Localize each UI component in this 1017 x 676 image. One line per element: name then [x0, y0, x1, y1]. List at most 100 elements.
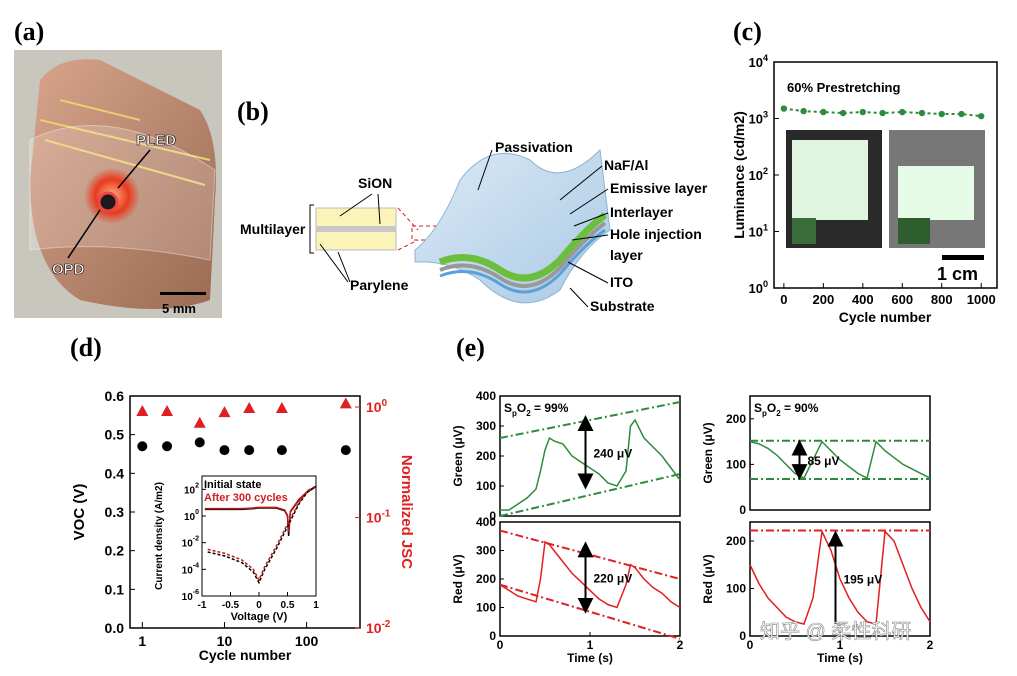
plot-c-point	[918, 109, 926, 117]
sion-pointer-2	[377, 193, 381, 225]
plot-e-signal	[749, 528, 931, 626]
inset-legend-initial: Initial state	[204, 479, 261, 491]
plot-e-amplitude-label: 85 μV	[808, 454, 840, 468]
multilayer-bracket	[309, 204, 314, 254]
plot-d-y2tick-label: 10-1	[366, 509, 391, 526]
watermark-text: 知乎 @ 柔性科研	[760, 620, 911, 643]
plot-d-y2tick-label: 100	[366, 398, 388, 415]
inset-xtick-label: -0.5	[222, 600, 240, 611]
plot-e-xlabel: Time (s)	[817, 651, 863, 665]
plot-d-jsc-point	[243, 402, 256, 414]
plot-d-voc-point	[244, 445, 255, 456]
plot-e-ytick-label: 400	[476, 515, 496, 529]
layer-label-5: layer	[610, 247, 643, 263]
plot-e-ytick-label: 200	[726, 412, 746, 426]
plot-d-jsc-point	[136, 405, 149, 417]
plot-d-voc-point	[137, 441, 148, 452]
plot-e-ytick-label: 300	[476, 544, 496, 558]
plot-e-ytick-label: 100	[726, 582, 746, 596]
inset-background	[150, 470, 322, 620]
plot-e-ytick-label: 100	[726, 457, 746, 471]
panel-c-label: (c)	[733, 17, 762, 46]
plot-d-ytick-label: 0.5	[105, 427, 125, 443]
plot-e-signal	[499, 540, 681, 609]
plot-e-green99: 0 100 200 300 400 Green (μV) 240 μV SpO2 = 99%	[451, 389, 681, 523]
inset-xtick-label: 0	[256, 600, 262, 611]
layer-label-2: Emissive layer	[610, 180, 708, 196]
zoom-line-bottom	[397, 239, 419, 251]
plot-c-point	[800, 107, 807, 115]
plot-e-ytick-label: 0	[739, 503, 746, 517]
plot-d-voc-point	[219, 445, 230, 456]
plot-e-amplitude-label: 240 μV	[594, 446, 633, 460]
sion-layer	[316, 226, 396, 232]
plot-c-point	[859, 108, 867, 116]
plot-d-y2label: Normalized JSC	[398, 455, 415, 569]
inset-ytick-label: 102	[184, 482, 199, 496]
plot-e-ytick-label: 200	[476, 449, 496, 463]
plot-d-voc-point	[340, 445, 351, 456]
plot-c-point	[780, 105, 788, 112]
plot-e-amplitude-label: 220 μV	[594, 572, 633, 586]
plot-c-point	[839, 109, 847, 117]
inset-xtick-label: 1	[313, 600, 319, 611]
plot-e-xtick-label: 0	[747, 638, 754, 652]
plot-e-spo2-label: SpO2 = 90%	[754, 401, 819, 418]
plot-d-xtick-label: 10	[217, 633, 233, 649]
pointer-naf	[559, 165, 603, 201]
panel-d-label: (d)	[70, 333, 102, 362]
inset-legend-after: After 300 cycles	[204, 492, 288, 504]
panel-a-label: (a)	[14, 17, 44, 46]
pled-pointer	[117, 149, 151, 189]
pointer-substrate	[569, 287, 589, 308]
plot-e-xlabel: Time (s)	[567, 651, 613, 665]
plot-e-xtick-label: 1	[587, 638, 594, 652]
plot-e-xtick-label: 0	[497, 638, 504, 652]
plot-c-xtick-label: 600	[891, 292, 913, 307]
pointer-passivation	[477, 149, 493, 191]
inset-curve	[207, 486, 317, 585]
scale-bar-c	[942, 255, 984, 260]
panel-d: (d) 1 10 1000.00.10.20.30.40.50.610-210-11…	[70, 333, 415, 663]
plot-c-ytick-label: 103	[748, 110, 768, 127]
plot-e-ylabel: Red (μV)	[701, 554, 715, 603]
layer-label-3: Interlayer	[610, 204, 674, 220]
plot-d-jsc-point	[193, 416, 206, 428]
plot-e-guide-line	[499, 583, 681, 640]
inset-xlabel: Voltage (V)	[231, 611, 288, 623]
plot-d-xtick-label: 1	[138, 633, 146, 649]
plot-d-voc-point	[276, 445, 287, 456]
inset-ytick-label: 10-6	[182, 589, 199, 603]
plot-c-ytick-label: 102	[748, 166, 768, 183]
plot-e-ytick-label: 0	[489, 629, 496, 643]
plot-d-voc-point	[162, 441, 173, 452]
plot-d-ytick-label: 0.1	[105, 581, 125, 597]
panel-a: (a) PLED OPD 5 mm	[14, 17, 222, 318]
inset-ytick-label: 10-2	[182, 536, 199, 550]
plot-e-ytick-label: 200	[726, 534, 746, 548]
pled-label: PLED	[136, 132, 176, 149]
plot-d-jsc-point	[161, 405, 174, 417]
pointer-ito	[567, 261, 609, 284]
ito-layer	[439, 228, 606, 294]
panel-c: (c) 60% Prestretching 1 cm 0 200 400 600 800…	[731, 17, 998, 325]
opd-label: OPD	[52, 261, 85, 278]
plot-e-ytick-label: 100	[476, 601, 496, 615]
plot-d-ytick-label: 0.4	[105, 465, 125, 481]
pointer-emissive	[569, 188, 609, 215]
plot-d-y2tick-label: 10-2	[366, 619, 391, 636]
plot-d-ytick-label: 0.6	[105, 388, 125, 404]
parylene-label: Parylene	[350, 277, 409, 293]
plot-e-amplitude-label: 195 μV	[844, 572, 883, 586]
inset-curve	[207, 485, 317, 582]
plot-e-xtick-label: 2	[677, 638, 684, 652]
plot-e-ylabel: Green (μV)	[451, 425, 465, 486]
plot-c-point	[879, 109, 886, 117]
plot-c-xtick-label: 1000	[967, 292, 996, 307]
plot-e-ytick-label: 400	[476, 389, 496, 403]
plot-d-voc-point	[194, 437, 205, 448]
opd-device	[97, 191, 119, 213]
plot-c-point	[899, 108, 906, 116]
